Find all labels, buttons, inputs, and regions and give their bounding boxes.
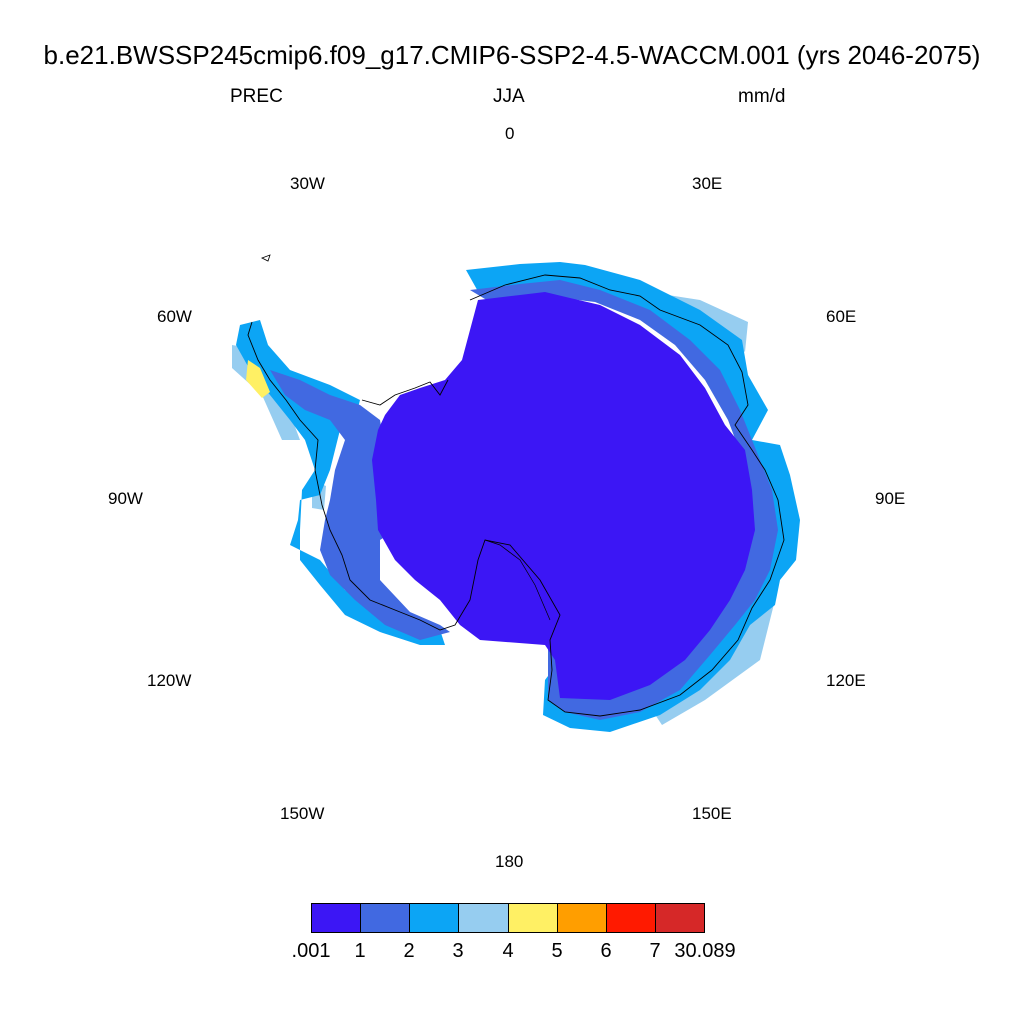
lon-label-150e: 150E <box>692 804 732 823</box>
units-label: mm/d <box>738 86 786 107</box>
colorbar-label: .001 <box>291 940 331 962</box>
lon-label-120w: 120W <box>147 671 192 690</box>
colorbar-box <box>361 904 411 932</box>
lon-label-60e: 60E <box>826 307 857 326</box>
colorbar-label: 2 <box>403 940 415 962</box>
lon-label-0: 0 <box>505 124 515 143</box>
precip-band-4-5 <box>246 360 270 398</box>
colorbar-box <box>557 904 607 932</box>
lon-label-30e: 30E <box>692 174 723 193</box>
colorbar-label: 3 <box>452 940 464 962</box>
lon-label-120e: 120E <box>826 671 866 690</box>
colorbar-label: 1 <box>354 940 366 962</box>
colorbar-label: 30.089 <box>674 940 736 962</box>
colorbar-label: 4 <box>502 940 514 962</box>
colorbar-label: 5 <box>551 940 563 962</box>
colorbar-label: 7 <box>649 940 661 962</box>
lon-label-90e: 90E <box>875 489 906 508</box>
colorbar-box <box>655 904 704 932</box>
colorbar-box <box>508 904 558 932</box>
lon-label-90w: 90W <box>108 489 143 508</box>
colorbar-box <box>410 904 460 932</box>
colorbar-box <box>606 904 656 932</box>
ross-ice-shelf-edge <box>484 539 551 621</box>
precip-band-1-2 <box>270 280 778 720</box>
lon-label-180: 180 <box>495 852 524 871</box>
lon-label-150w: 150W <box>280 804 325 823</box>
colorbar <box>311 903 705 933</box>
lon-label-60w: 60W <box>157 307 192 326</box>
colorbar-box <box>459 904 509 932</box>
precip-band-001-1 <box>372 292 755 700</box>
variable-label: PREC <box>230 86 283 107</box>
coastline <box>247 274 785 717</box>
season-label: JJA <box>493 86 525 107</box>
plot-title: b.e21.BWSSP245cmip6.f09_g17.CMIP6-SSP2-4… <box>43 40 981 70</box>
south-orkney-island <box>261 254 271 262</box>
lon-label-30w: 30W <box>290 174 325 193</box>
colorbar-label: 6 <box>600 940 612 962</box>
colorbar-box <box>312 904 362 932</box>
